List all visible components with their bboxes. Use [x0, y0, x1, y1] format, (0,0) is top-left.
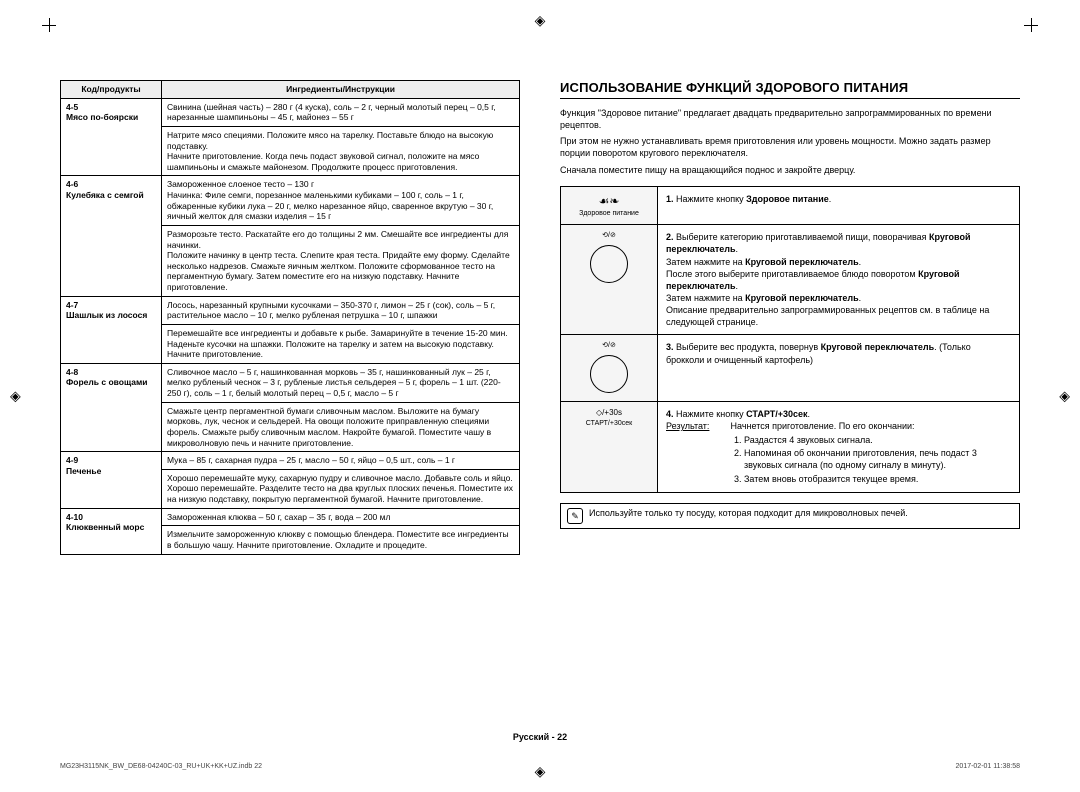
food-instructions-cell: Замороженное слоеное тесто – 130 гНачинк… [162, 176, 520, 296]
food-code-cell: 4-5Мясо по-боярски [61, 98, 162, 176]
crop-mark [42, 18, 56, 32]
result-item: Напоминая об окончании приготовления, пе… [744, 447, 1011, 471]
step2-bold: Круговой переключатель [745, 293, 858, 303]
step4-text: 4. Нажмите кнопку СТАРТ/+30сек. Результа… [658, 401, 1020, 492]
step2-line: Затем нажмите на [666, 293, 745, 303]
step4-line: Нажмите кнопку [676, 409, 746, 419]
step2-text: 2. Выберите категорию приготавливаемой п… [658, 225, 1020, 335]
step2-line: Затем нажмите на [666, 257, 745, 267]
food-code-cell: 4-7Шашлык из лосося [61, 296, 162, 363]
steps-table: ☙❧ Здоровое питание 1. Нажмите кнопку Зд… [560, 186, 1020, 493]
step4-icon-label: СТАРТ/+30сек [569, 419, 649, 428]
page-footer: Русский - 22 [0, 732, 1080, 742]
intro-paragraph: При этом не нужно устанавливать время пр… [560, 135, 1020, 159]
dial-icon [590, 245, 628, 283]
food-code-cell: 4-10Клюквенный морс [61, 508, 162, 554]
intro-paragraph: Функция "Здоровое питание" предлагает дв… [560, 107, 1020, 131]
crop-mark [1024, 18, 1038, 32]
step1-icon-cell: ☙❧ Здоровое питание [561, 186, 658, 225]
col-header-instructions: Ингредиенты/Инструкции [162, 81, 520, 99]
note-box: ✎ Используйте только ту посуду, которая … [560, 503, 1020, 529]
step4-bold: СТАРТ/+30сек [746, 409, 807, 419]
imprint-right: 2017-02-01 11:38:58 [956, 763, 1020, 770]
step1-bold: Здоровое питание [746, 194, 829, 204]
note-text: Используйте только ту посуду, которая по… [589, 508, 908, 518]
step1-label: Нажмите кнопку [676, 194, 746, 204]
step3-text: 3. Выберите вес продукта, повернув Круго… [658, 335, 1020, 401]
step2-line: Описание предварительно запрограммирован… [666, 305, 989, 327]
imprint-line: MG23H3115NK_BW_DE68-04240C-03_RU+UK+KK+U… [60, 763, 1020, 770]
step3-bold: Круговой переключатель [821, 342, 934, 352]
dial-icon [590, 355, 628, 393]
result-label: Результат: [666, 421, 709, 431]
food-instructions-cell: Сливочное масло – 5 г, нашинкованная мор… [162, 363, 520, 451]
result-text: Начнется приготовление. По его окончании… [731, 421, 915, 431]
step2-line: Выберите категорию приготавливаемой пищи… [676, 232, 929, 242]
food-instructions-cell: Свинина (шейная часть) – 280 г (4 куска)… [162, 98, 520, 176]
result-list: Раздастся 4 звуковых сигнала. Напоминая … [728, 434, 1011, 485]
step3-line: Выберите вес продукта, повернув [676, 342, 821, 352]
note-icon: ✎ [567, 508, 583, 524]
result-item: Затем вновь отобразится текущее время. [744, 473, 1011, 485]
step2-icon-cell: ⟲/⊘ [561, 225, 658, 335]
registration-mark: ◈ [1059, 388, 1070, 405]
food-instructions-cell: Лосось, нарезанный крупными кусочками – … [162, 296, 520, 363]
food-instructions-cell: Замороженная клюква – 50 г, сахар – 35 г… [162, 508, 520, 554]
col-header-code: Код/продукты [61, 81, 162, 99]
step2-line: После этого выберите приготавливаемое бл… [666, 269, 918, 279]
step3-icon-cell: ⟲/⊘ [561, 335, 658, 401]
intro-paragraph: Сначала поместите пищу на вращающийся по… [560, 164, 1020, 176]
food-code-cell: 4-8Форель с овощами [61, 363, 162, 451]
step4-icon-cell: ◇/+30s СТАРТ/+30сек [561, 401, 658, 492]
imprint-left: MG23H3115NK_BW_DE68-04240C-03_RU+UK+KK+U… [60, 763, 262, 770]
registration-mark: ◈ [535, 12, 546, 29]
step2-bold: Круговой переключатель [745, 257, 858, 267]
food-code-cell: 4-9Печенье [61, 452, 162, 509]
food-instructions-cell: Мука – 85 г, сахарная пудра – 25 г, масл… [162, 452, 520, 509]
food-code-cell: 4-6Кулебяка с семгой [61, 176, 162, 296]
step1-text: 1. Нажмите кнопку Здоровое питание. [658, 186, 1020, 225]
food-codes-table: Код/продукты Ингредиенты/Инструкции 4-5М… [60, 80, 520, 555]
section-heading: ИСПОЛЬЗОВАНИЕ ФУНКЦИЙ ЗДОРОВОГО ПИТАНИЯ [560, 80, 1020, 99]
result-item: Раздастся 4 звуковых сигнала. [744, 434, 1011, 446]
registration-mark: ◈ [10, 388, 21, 405]
step1-icon-label: Здоровое питание [569, 209, 649, 218]
